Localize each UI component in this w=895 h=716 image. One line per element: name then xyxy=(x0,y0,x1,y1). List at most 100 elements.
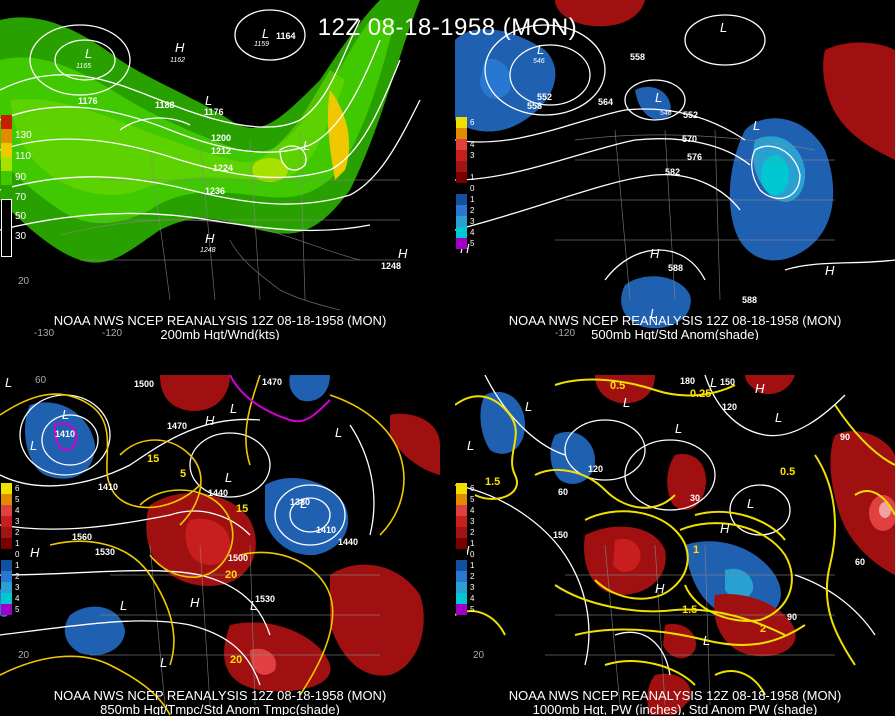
low-marker: L xyxy=(655,90,662,105)
contour-label: 1470 xyxy=(167,421,187,431)
low-marker: L xyxy=(623,395,630,410)
warm-anomaly xyxy=(555,0,645,27)
legend-label: 1 xyxy=(15,539,20,548)
legend-label: 6 xyxy=(470,118,475,127)
cold-anomaly xyxy=(621,276,691,329)
low-marker: L xyxy=(303,138,310,153)
legend-label: 1 xyxy=(470,173,475,182)
low-marker: L xyxy=(120,598,127,613)
warm-anomaly xyxy=(830,431,895,575)
contour-label: 1176 xyxy=(78,96,98,106)
legend-label: 3 xyxy=(15,583,20,592)
contour-label: 1188 xyxy=(155,100,175,110)
contour-label: 1410 xyxy=(55,429,75,439)
warm-anomaly xyxy=(160,375,230,411)
low-marker: L xyxy=(525,399,532,414)
low-marker: L xyxy=(650,306,657,321)
axis-label: 20 xyxy=(473,650,485,661)
legend-label: 4 xyxy=(470,506,475,515)
legend-label: 2 xyxy=(15,528,20,537)
contour-label: 1470 xyxy=(262,377,282,387)
pw-label: 0.5 xyxy=(610,380,625,392)
contour-label: 1440 xyxy=(208,488,228,498)
legend-label: 110 xyxy=(15,151,31,162)
warm-anomaly xyxy=(663,624,696,659)
pw-label: 0.25 xyxy=(690,388,711,400)
legend-label: 5 xyxy=(470,605,475,614)
temp-label: 15 xyxy=(236,503,248,515)
low-marker: L xyxy=(30,438,37,453)
legend-label: 130 xyxy=(15,130,32,141)
warm-anomaly-max xyxy=(879,502,891,518)
legend-label: 90 xyxy=(15,172,27,183)
high-marker: H xyxy=(755,381,765,396)
center-value: 1162 xyxy=(170,57,185,64)
warm-anomaly xyxy=(647,673,691,715)
contour-label: 1500 xyxy=(134,379,154,389)
contour-label: 150 xyxy=(720,377,735,387)
contour-label: 1560 xyxy=(72,532,92,542)
jet-core xyxy=(327,90,350,180)
legend-label: 0 xyxy=(15,550,20,559)
low-marker: L xyxy=(300,496,307,511)
anomaly-legend xyxy=(456,483,467,615)
anomaly-legend xyxy=(1,483,12,615)
legend-label: 30 xyxy=(15,231,27,242)
map-1000mb-pw: L L L L L H L H H L H L 180 150 120 90 6… xyxy=(455,375,895,715)
high-marker: H xyxy=(655,581,665,596)
legend-label: 70 xyxy=(15,192,27,203)
pw-label: 1 xyxy=(693,544,699,556)
pw-label: 0.5 xyxy=(780,466,795,478)
low-marker: L xyxy=(230,401,237,416)
map-500mb: L L L L L H H H 552 558 564 570 576 582 … xyxy=(455,0,895,339)
legend-label: 4 xyxy=(470,140,475,149)
panel-200mb[interactable]: L H L L L H H 1176 1188 1200 1212 1224 1… xyxy=(0,0,440,340)
panel-caption-source: NOAA NWS NCEP REANALYSIS 12Z 08-18-1958 … xyxy=(508,688,842,703)
contour-label: 588 xyxy=(668,263,683,273)
high-marker: H xyxy=(398,246,408,261)
contour-label: 1248 xyxy=(381,261,401,271)
contour-label: 1440 xyxy=(338,537,358,547)
warm-anomaly xyxy=(595,375,655,404)
cold-anomaly xyxy=(480,391,525,454)
temp-label: 20 xyxy=(230,654,242,666)
low-marker: L xyxy=(467,438,474,453)
temp-label: 20 xyxy=(225,569,237,581)
axis-label: 20 xyxy=(18,650,30,661)
high-marker: H xyxy=(205,231,215,246)
legend-label: 4 xyxy=(15,594,20,603)
contour-label: 558 xyxy=(527,101,542,111)
legend-label: 2 xyxy=(15,572,20,581)
panel-1000mb-pw[interactable]: L L L L L H L H H L H L 180 150 120 90 6… xyxy=(455,375,895,715)
low-marker: L xyxy=(703,633,710,648)
center-value: 546 xyxy=(660,110,672,117)
legend-label: 50 xyxy=(15,211,27,222)
low-marker: L xyxy=(753,118,760,133)
warm-anomaly xyxy=(224,622,331,692)
low-marker: L xyxy=(335,425,342,440)
axis-label: -130 xyxy=(34,328,54,339)
center-value: 1165 xyxy=(76,63,91,70)
low-marker: L xyxy=(5,375,12,390)
panel-850mb[interactable]: L L L H L L L L H H L L L 1500 1470 1440… xyxy=(0,375,440,715)
legend-label: 4 xyxy=(470,594,475,603)
contour-label: 552 xyxy=(537,92,552,102)
contour-label: 60 xyxy=(558,487,568,497)
contour-label: 588 xyxy=(742,295,757,305)
panel-500mb[interactable]: L L L L L H H H 552 558 564 570 576 582 … xyxy=(455,0,895,340)
legend-label: 0 xyxy=(470,184,475,193)
center-value: 1159 xyxy=(254,41,269,48)
legend-label: 1 xyxy=(15,561,20,570)
high-marker: H xyxy=(205,413,215,428)
wind-legend xyxy=(1,115,12,257)
temp-label: 5 xyxy=(180,468,186,480)
pw-label: 1.5 xyxy=(682,604,697,616)
contour-label: 1530 xyxy=(255,594,275,604)
purple-temp-contour xyxy=(229,375,331,423)
temperature-contours xyxy=(0,375,405,715)
warm-anomaly-core xyxy=(613,538,641,572)
center-value: 546 xyxy=(533,58,545,65)
cold-anomaly xyxy=(265,477,349,556)
panel-caption-field: 500mb Hgt/Std Anom(shade) xyxy=(591,327,759,341)
legend-label: 5 xyxy=(15,605,20,614)
